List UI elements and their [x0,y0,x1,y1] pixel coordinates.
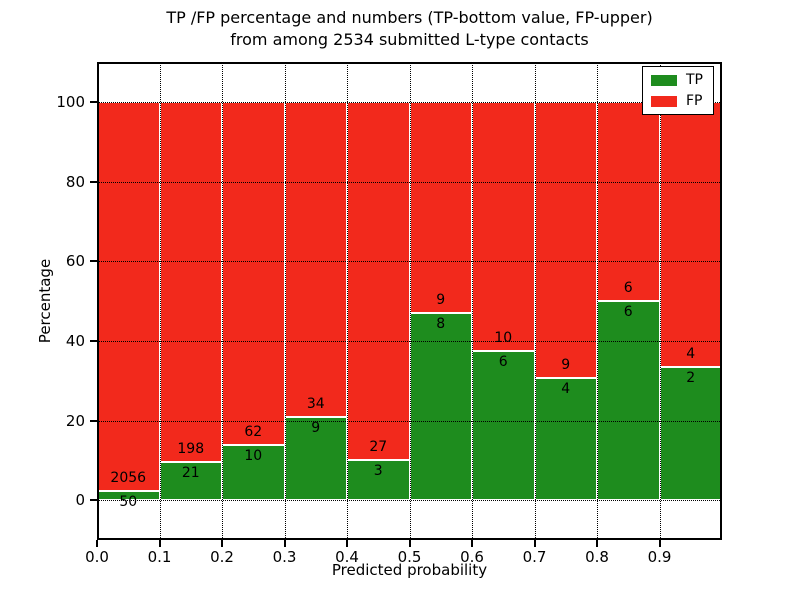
chart-title-line2: from among 2534 submitted L-type contact… [230,30,589,49]
y-tick-label: 60 [65,252,85,271]
tp-count-label: 10 [244,447,263,464]
fp-count-label: 9 [436,291,446,308]
x-tick-label: 0.1 [147,548,172,566]
x-tick-mark [471,540,473,547]
chart-title-line1: TP /FP percentage and numbers (TP-bottom… [166,8,653,27]
vertical-gridline [534,62,536,540]
fp-count-label: 4 [686,346,696,363]
x-tick-mark [283,540,286,547]
vertical-gridline [222,62,223,540]
x-tick-mark [408,540,411,547]
x-tick-label: 0.6 [460,548,484,566]
tp-bar-segment [659,367,722,501]
x-tick-label: 0.3 [272,548,297,566]
tp-bar-segment [347,460,410,501]
x-tick-label: 0.7 [522,548,547,566]
legend-item-label: TP [686,72,703,88]
tp-bar-segment [159,461,222,501]
tp-count-label: 9 [311,419,321,436]
fp-count-label: 62 [244,423,263,440]
fp-count-label: 10 [494,329,513,346]
fp-count-label: 9 [561,356,571,373]
tp-count-label: 6 [623,304,633,320]
plot-area: 2056 50 198 21 62 10 34 9 27 3 9 8 10 6 9 4 6 6 4 2 TP FP [97,62,722,540]
y-tick-label: 100 [56,92,85,111]
fp-bar-segment [284,101,347,417]
vertical-gridline [659,62,661,540]
y-axis-label: Percentage [36,258,54,344]
legend: TP FP [642,66,714,115]
bars-layer [97,62,722,540]
vertical-gridline [347,62,348,540]
y-tick-label: 40 [65,331,85,350]
legend-item: TP [651,73,703,87]
fp-bar-segment [222,101,285,445]
fp-count-label: 27 [369,439,388,456]
fp-legend-swatch [651,95,677,107]
x-tick-label: 0.8 [585,548,609,566]
fp-bar-segment [97,101,160,491]
tp-count-label: 6 [498,353,508,370]
fp-count-label: 34 [306,395,325,412]
y-tick-label: 20 [65,411,85,430]
tp-legend-swatch [651,74,677,86]
x-tick-mark [96,540,98,547]
tp-count-label: 21 [181,464,200,481]
tp-bar-segment [409,312,472,501]
vertical-gridline [597,62,598,540]
vertical-gridline [472,62,473,540]
fp-bar-segment [159,101,222,462]
tp-count-label: 2 [686,370,696,387]
y-tick-mark [90,260,97,263]
y-tick-mark [90,180,97,183]
horizontal-gridline [97,500,722,502]
x-tick-label: 0.0 [85,548,109,566]
y-tick-mark [90,100,97,103]
tp-count-label: 50 [119,493,138,510]
x-tick-mark [158,540,161,547]
fp-bar-segment [659,101,722,368]
x-tick-mark [533,540,536,547]
horizontal-gridline [97,420,722,422]
fp-count-label: 6 [623,280,633,296]
x-axis-label: Predicted probability [331,561,488,579]
horizontal-gridline [97,181,722,183]
y-tick-mark [90,339,97,342]
fp-bar-segment [534,101,597,378]
grid-layer [97,62,722,540]
tp-count-label: 4 [561,380,571,397]
vertical-gridline [159,62,161,540]
horizontal-gridline [97,340,722,342]
vertical-gridline [284,62,286,540]
y-tick-label: 0 [75,491,85,510]
horizontal-gridline [97,101,722,103]
x-tick-label: 0.9 [647,548,672,566]
tp-count-label: 8 [436,315,446,332]
fp-count-label: 2056 [110,469,147,486]
legend-item-label: FP [686,93,703,109]
fp-count-label: 198 [177,440,205,457]
chart-title: TP /FP percentage and numbers (TP-bottom… [97,7,722,51]
horizontal-gridline [97,261,722,263]
x-tick-label: 0.5 [397,548,422,566]
x-tick-mark [658,540,661,547]
y-tick-mark [90,419,97,422]
x-tick-mark [596,540,598,547]
y-tick-label: 80 [65,172,85,191]
x-tick-mark [221,540,223,547]
x-tick-label: 0.4 [335,548,359,566]
x-tick-label: 0.2 [210,548,234,566]
bar-labels-layer: 2056 50 198 21 62 10 34 9 27 3 9 8 10 6 9 4 6 6 4 2 [97,62,722,540]
y-tick-mark [90,499,97,502]
vertical-gridline [97,62,98,540]
vertical-gridline [409,62,411,540]
legend-item: FP [651,94,703,108]
fp-bar-segment [472,101,535,351]
tp-count-label: 3 [373,463,383,480]
x-tick-mark [346,540,348,547]
